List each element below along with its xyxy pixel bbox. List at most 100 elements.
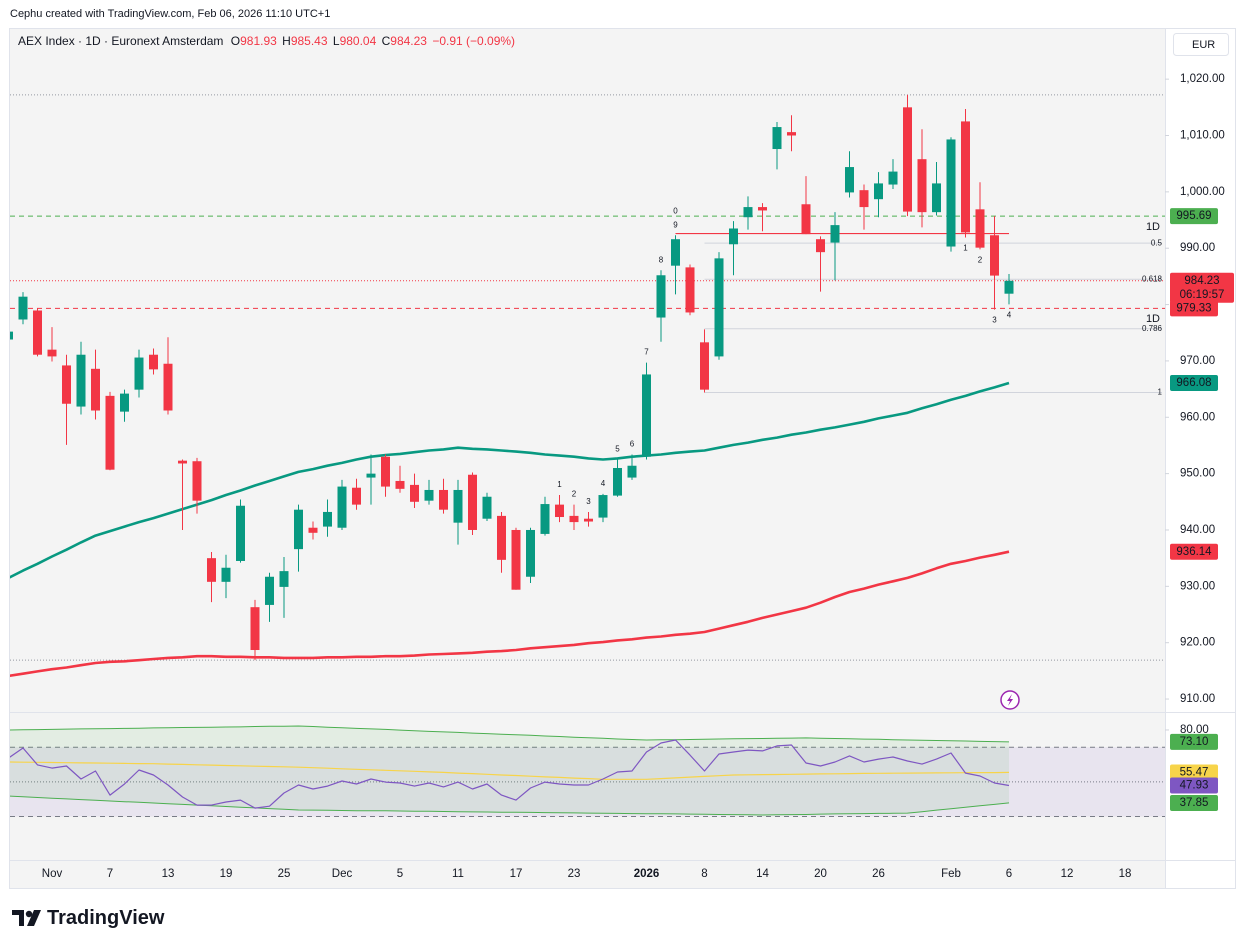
- x-tick-label: 19: [220, 868, 233, 880]
- currency[interactable]: EUR: [1192, 39, 1215, 51]
- candle-body: [511, 529, 521, 590]
- brand-dot: [25, 910, 33, 918]
- candle-body: [163, 363, 173, 411]
- x-tick-label: 20: [814, 868, 827, 880]
- legend-symbol: AEX Index · 1D · Euronext Amsterdam: [18, 34, 223, 48]
- price-marker: [1170, 375, 1218, 392]
- price-marker: [1170, 764, 1218, 781]
- candle-body: [178, 460, 187, 464]
- alert-bolt[interactable]: [1007, 694, 1013, 706]
- candle-body: [555, 504, 564, 518]
- y-tick-label: 1,010.00: [1180, 130, 1225, 142]
- candle-body: [932, 183, 941, 213]
- candle-body: [192, 461, 202, 501]
- price-marker: [1170, 300, 1218, 317]
- y-tick-label: 910.00: [1180, 693, 1215, 705]
- candle-body: [787, 132, 796, 136]
- candle-body: [656, 275, 666, 318]
- sequence-label: 3: [586, 497, 591, 506]
- sequence-label: 0: [673, 206, 678, 215]
- candle-body: [845, 167, 854, 193]
- price-marker-label: 37.85: [1180, 797, 1209, 809]
- x-tick-label: Feb: [941, 868, 961, 880]
- y-tick-label: 920.00: [1180, 637, 1215, 649]
- candle-body: [33, 310, 42, 355]
- x-tick-label: 12: [1061, 868, 1074, 880]
- price-marker-label: 966.08: [1176, 377, 1211, 389]
- alert-icon[interactable]: [1000, 690, 1020, 710]
- price-line-label: 1D: [1146, 313, 1160, 325]
- sequence-label: 5: [615, 445, 620, 454]
- sequence-label: 2: [572, 490, 577, 499]
- legend-low: 980.04: [340, 34, 377, 48]
- candle-body: [685, 267, 695, 313]
- sequence-label: 4: [1007, 310, 1012, 319]
- candle-body: [671, 239, 680, 266]
- rsi-line: [10, 739, 1010, 809]
- x-tick-label: 25: [278, 868, 291, 880]
- candle-body: [990, 235, 999, 276]
- sequence-label: 9: [673, 220, 678, 229]
- candle-body: [395, 480, 405, 489]
- candle-body: [903, 107, 912, 212]
- candle-body: [149, 354, 158, 370]
- candle-body: [598, 495, 608, 518]
- candle-body: [439, 489, 448, 510]
- band-fill: [10, 726, 1009, 815]
- candle-body: [830, 225, 840, 243]
- legend-low-label: L: [333, 34, 340, 48]
- candle-body: [584, 518, 593, 522]
- y-tick-label: 970.00: [1180, 355, 1215, 367]
- band-lower: [10, 795, 1010, 816]
- x-tick-label: 8: [701, 868, 707, 880]
- candle-body: [265, 576, 274, 605]
- legend-high-label: H: [282, 34, 291, 48]
- moving-average: [10, 381, 1010, 579]
- brand-name: TradingView: [47, 907, 165, 929]
- rsi-ma: [10, 761, 1010, 780]
- brand: TradingView: [12, 907, 165, 929]
- price-marker-label: 995.69: [1176, 210, 1211, 222]
- price-marker-label: 979.33: [1176, 302, 1211, 314]
- sequence-label: 6: [630, 440, 635, 449]
- candle-body: [236, 505, 245, 561]
- brand-mark: [12, 910, 24, 926]
- sequence-label: 3: [992, 316, 997, 325]
- candle-body: [743, 207, 753, 218]
- sequence-label: 2: [978, 255, 983, 264]
- candle-body: [47, 349, 57, 357]
- legend-change: −0.91 (−0.09%): [432, 34, 515, 48]
- candle-body: [772, 127, 782, 150]
- candle-body: [526, 529, 535, 577]
- candle-body: [352, 487, 361, 505]
- candle-body: [540, 504, 550, 534]
- candle-body: [308, 527, 318, 533]
- candle-body: [714, 258, 724, 357]
- currency-button[interactable]: [1173, 33, 1229, 56]
- candle-body: [453, 489, 463, 523]
- y-tick-label: 1,020.00: [1180, 73, 1225, 85]
- candle-body: [729, 228, 738, 245]
- candle-body: [424, 489, 434, 501]
- x-tick-label: 2026: [634, 868, 660, 880]
- x-tick-label: 26: [872, 868, 885, 880]
- candle-body: [946, 139, 956, 247]
- candle-body: [62, 365, 71, 404]
- candle-body: [105, 395, 115, 470]
- legend-close-label: C: [382, 34, 391, 48]
- price-marker: [1170, 794, 1218, 811]
- x-tick-label: 5: [397, 868, 403, 880]
- candle-body: [1004, 280, 1014, 294]
- y-tick-label: 990.00: [1180, 242, 1215, 254]
- candle-body: [816, 239, 825, 253]
- candle-body: [975, 209, 985, 248]
- legend-close: 984.23: [390, 34, 427, 48]
- x-tick-label: 14: [756, 868, 769, 880]
- candle-body: [961, 121, 970, 233]
- x-tick-label: 17: [510, 868, 523, 880]
- price-marker-label: 73.10: [1180, 736, 1209, 748]
- x-tick-label: 7: [107, 868, 113, 880]
- candle-body: [120, 393, 129, 412]
- y-tick-label: 950.00: [1180, 468, 1215, 480]
